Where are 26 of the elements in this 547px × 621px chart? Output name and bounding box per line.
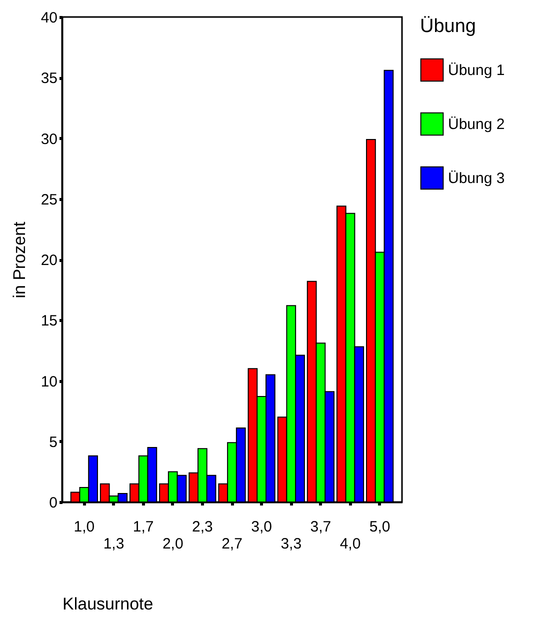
x-tick-label: 3,3	[280, 536, 302, 552]
legend-title: Übung	[420, 16, 476, 37]
x-tick-label: 2,0	[162, 536, 184, 552]
y-tick-label: 15	[40, 312, 58, 330]
y-tick-label: 30	[40, 130, 58, 148]
y-tick-label: 35	[40, 70, 58, 88]
x-tick-label: 5,0	[369, 518, 390, 536]
x-axis-title: Klausurnote	[62, 594, 154, 614]
y-tick-label: 25	[40, 191, 58, 208]
y-tick-label: 10	[40, 373, 58, 390]
x-tick-label: 2,3	[192, 518, 213, 536]
x-tick-label: 3,7	[310, 518, 332, 536]
y-axis-title: in Prozent	[10, 221, 29, 298]
y-tick-label: 40	[40, 10, 58, 26]
y-tick-label: 0	[49, 494, 58, 512]
legend-label: Übung 2	[448, 116, 505, 133]
x-tick-label: 3,0	[251, 518, 272, 536]
x-tick-label: 4,0	[340, 536, 361, 552]
y-tick-label: 20	[40, 252, 58, 269]
x-tick-label: 1,7	[132, 518, 154, 536]
legend-label: Übung 1	[448, 62, 505, 79]
legend-label: Übung 3	[448, 170, 505, 187]
x-tick-label: 1,3	[103, 536, 124, 552]
x-tick-label: 1,0	[74, 518, 95, 536]
y-tick-label: 5	[49, 434, 58, 451]
x-tick-label: 2,7	[222, 536, 242, 552]
